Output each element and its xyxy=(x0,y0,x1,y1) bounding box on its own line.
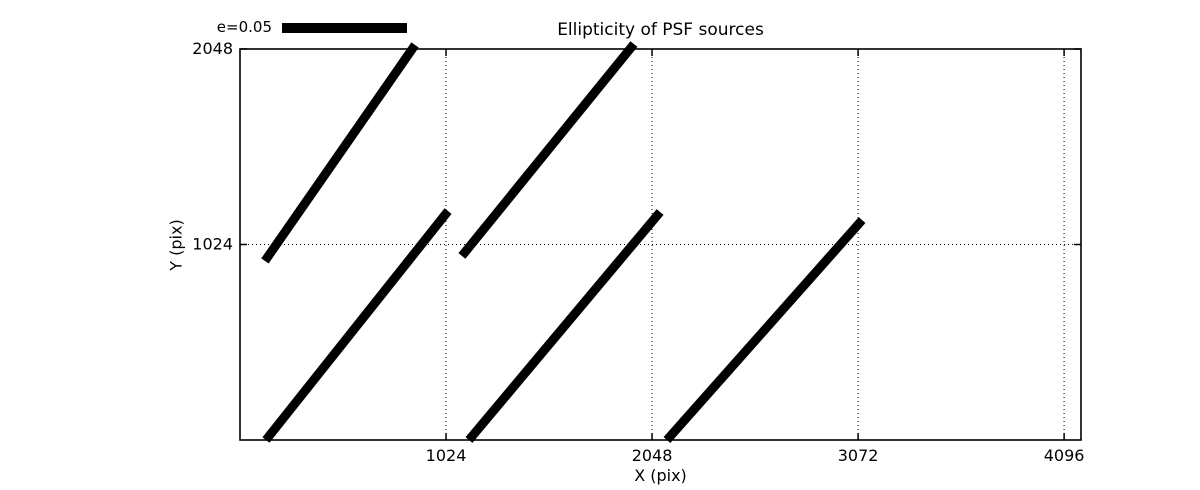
y-tick-label-2048: 2048 xyxy=(192,39,233,58)
whisker-line-2 xyxy=(262,208,452,443)
x-tick-label-1024: 1024 xyxy=(426,446,467,465)
x-tick-label-4096: 4096 xyxy=(1044,446,1085,465)
y-tick-label-1024: 1024 xyxy=(192,235,233,254)
x-axis-label: X (pix) xyxy=(634,466,687,485)
chart-title: Ellipticity of PSF sources xyxy=(557,20,764,40)
x-tick-label-2048: 2048 xyxy=(632,446,673,465)
whisker-line-3 xyxy=(465,209,664,443)
whisker-line-1 xyxy=(458,41,638,259)
whisker-line-4 xyxy=(663,217,866,443)
legend-swatch xyxy=(282,22,407,33)
x-tick-label-3072: 3072 xyxy=(838,446,879,465)
legend: e=0.05 xyxy=(180,19,407,36)
legend-label: e=0.05 xyxy=(216,18,272,36)
whisker-line-0 xyxy=(261,42,419,264)
